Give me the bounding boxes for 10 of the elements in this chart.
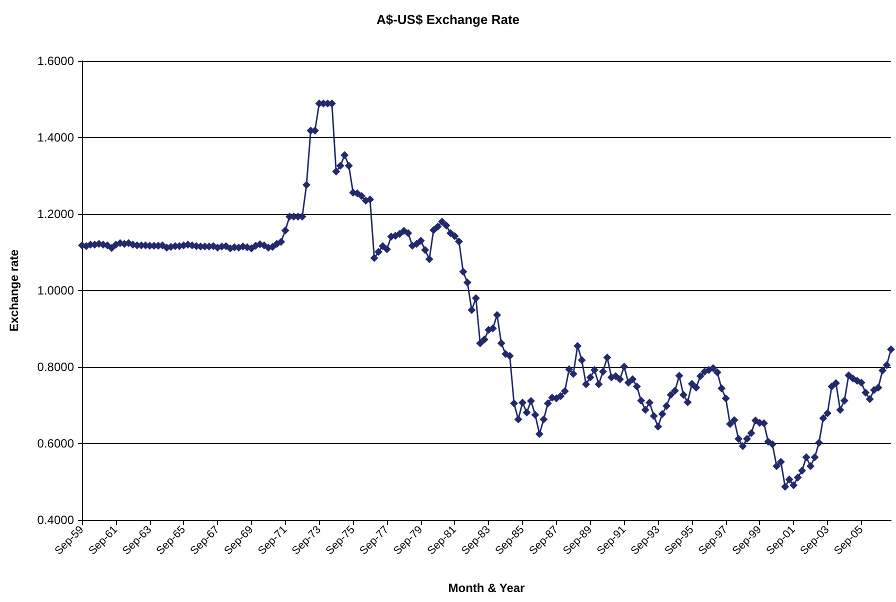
y-axis-title: Exchange rate: [7, 249, 21, 332]
y-tick-label: 1.0000: [37, 284, 74, 298]
y-tick-label: 1.4000: [37, 130, 74, 144]
chart-title: A$-US$ Exchange Rate: [376, 12, 520, 27]
y-tick-label: 0.6000: [37, 436, 74, 450]
y-tick-label: 0.4000: [37, 513, 74, 527]
y-tick-label: 1.2000: [37, 207, 74, 221]
y-tick-label: 0.8000: [37, 360, 74, 374]
y-tick-label: 1.6000: [37, 54, 74, 68]
x-axis-title: Month & Year: [448, 581, 526, 595]
